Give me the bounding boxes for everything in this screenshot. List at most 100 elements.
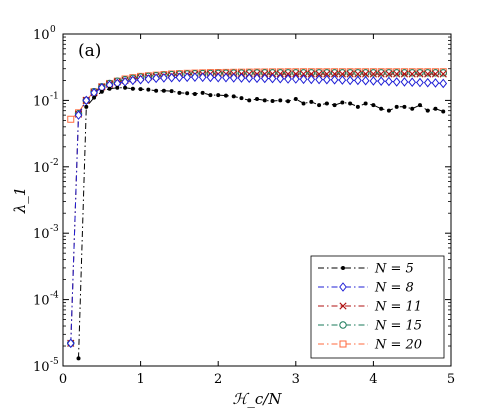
panel-label: (a) <box>78 41 101 61</box>
data-point <box>323 70 331 78</box>
series-layer <box>66 68 448 361</box>
legend-entry: N = 15 <box>318 319 422 334</box>
data-point <box>293 96 298 101</box>
x-tick-label: 4 <box>369 372 377 387</box>
data-point <box>439 70 447 78</box>
y-tick-label: 10 <box>33 360 50 375</box>
data-point <box>315 70 323 78</box>
x-tick-label: 1 <box>136 372 144 387</box>
data-point <box>417 103 422 108</box>
data-point <box>270 98 275 103</box>
data-point <box>130 86 135 91</box>
data-point <box>169 89 174 94</box>
data-point <box>346 75 354 86</box>
data-point <box>369 70 377 78</box>
data-point <box>154 88 159 93</box>
data-point <box>138 87 143 92</box>
data-point <box>239 96 244 101</box>
data-point <box>400 70 409 78</box>
y-tick-exponent: -3 <box>50 224 59 234</box>
data-point <box>394 104 399 109</box>
data-point <box>338 70 346 78</box>
data-point <box>354 70 362 78</box>
data-point <box>392 69 401 77</box>
data-point <box>247 98 252 103</box>
data-point <box>416 69 424 77</box>
data-point <box>192 91 197 96</box>
data-point <box>431 78 440 88</box>
y-tick-label: 10 <box>33 28 50 43</box>
legend-box <box>310 255 445 359</box>
data-point <box>355 104 360 109</box>
data-point <box>379 106 384 111</box>
series <box>66 72 448 349</box>
data-point <box>400 77 409 87</box>
data-point <box>307 74 316 85</box>
data-point <box>262 98 267 103</box>
data-point <box>385 76 393 87</box>
data-point <box>332 103 337 108</box>
data-point <box>208 93 213 98</box>
y-tick-exponent: -2 <box>50 158 59 168</box>
y-axis-label: λ_1 <box>11 187 29 215</box>
y-tick-exponent: -1 <box>50 91 59 101</box>
data-point <box>84 104 89 109</box>
data-point <box>128 75 137 86</box>
data-point <box>191 72 199 82</box>
data-point <box>385 69 393 77</box>
y-tick-label: 10 <box>33 94 50 109</box>
data-point <box>315 74 323 85</box>
data-point <box>160 73 168 83</box>
data-point <box>268 73 277 84</box>
data-point <box>354 69 362 77</box>
data-point <box>431 70 440 78</box>
data-point <box>441 109 446 114</box>
data-point <box>167 72 176 83</box>
legend-entry: N = 8 <box>318 281 414 296</box>
data-point <box>371 103 376 108</box>
legend: N = 5 N = 8 N = 11 N = 15 N = 20 <box>310 255 445 359</box>
x-tick-label: 0 <box>59 372 67 387</box>
data-point <box>346 70 354 78</box>
data-point <box>439 69 447 77</box>
data-point <box>214 72 223 83</box>
data-point <box>175 72 184 83</box>
data-point <box>346 69 354 77</box>
legend-label: N = 8 <box>374 281 414 296</box>
y-tick-label: 10 <box>33 161 50 176</box>
plot-frame <box>62 33 452 367</box>
data-point <box>377 76 386 86</box>
data-point <box>354 75 362 86</box>
data-point <box>146 87 151 92</box>
x-tick-label: 5 <box>447 372 455 387</box>
data-point <box>260 73 269 84</box>
data-point <box>136 74 145 85</box>
data-point <box>393 70 401 78</box>
data-point <box>361 69 370 77</box>
data-point <box>425 108 430 113</box>
data-point <box>292 70 300 78</box>
data-point <box>278 98 283 103</box>
legend-label: N = 20 <box>374 338 422 353</box>
data-point <box>185 91 190 96</box>
data-point <box>385 70 393 78</box>
data-point <box>439 78 448 89</box>
data-point <box>216 93 221 98</box>
data-point <box>324 101 329 106</box>
data-point <box>402 104 407 109</box>
legend-entry: N = 5 <box>318 262 414 277</box>
legend-label: N = 5 <box>374 262 414 277</box>
data-point <box>408 70 416 78</box>
data-point <box>206 72 215 83</box>
data-point <box>115 85 120 90</box>
data-point <box>410 106 415 111</box>
data-point <box>408 69 416 77</box>
x-tick-label: 3 <box>292 372 300 387</box>
data-point <box>107 86 112 91</box>
data-point <box>309 99 314 104</box>
x-tick-label: 2 <box>214 372 222 387</box>
data-point <box>400 69 409 77</box>
data-point <box>330 75 339 85</box>
data-point <box>291 74 300 84</box>
